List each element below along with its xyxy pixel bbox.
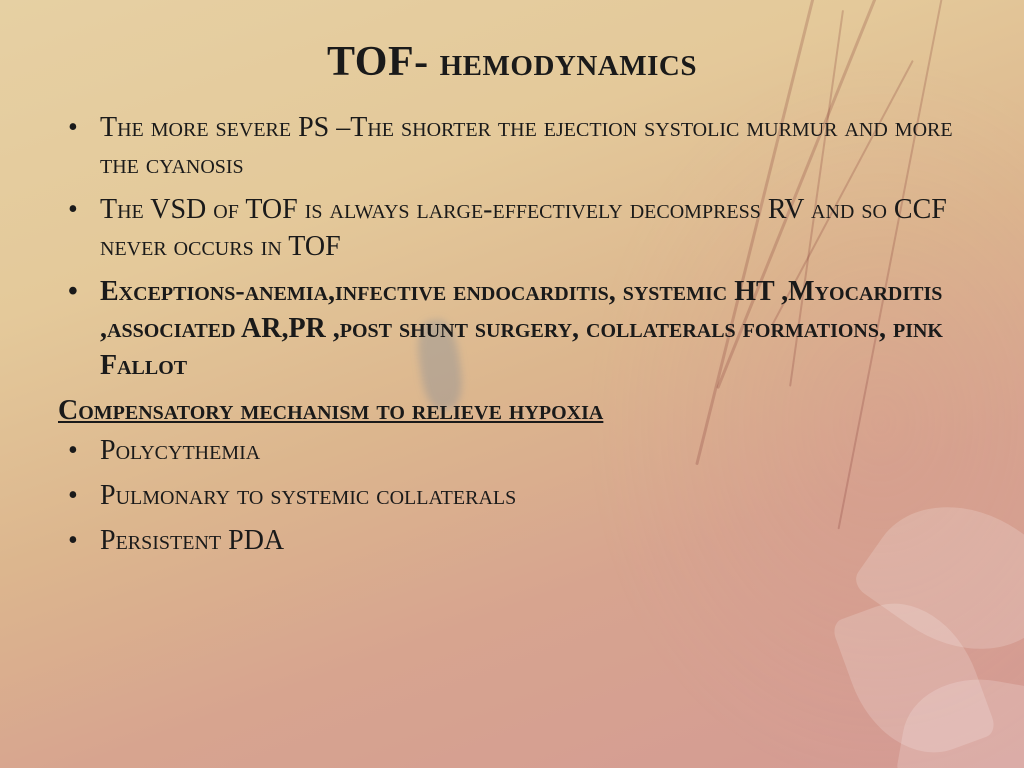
bullet-item: The more severe PS –The shorter the ejec… — [92, 110, 966, 184]
bullet-item: Exceptions-anemia,infective endocarditis… — [92, 274, 966, 385]
bullet-text: Persistent PDA — [100, 525, 284, 556]
bullet-text: Pulmonary to systemic collaterals — [100, 480, 516, 511]
bullet-text: The more severe PS –The shorter the ejec… — [100, 112, 953, 180]
bullet-text: Exceptions-anemia,infective endocarditis… — [100, 276, 943, 381]
bullet-list-top: The more severe PS –The shorter the ejec… — [58, 110, 966, 385]
subheading: Compensatory mechanism to relieve hypoxi… — [58, 395, 966, 427]
bullet-item: Pulmonary to systemic collaterals — [92, 478, 966, 515]
slide-container: TOF- hemodynamics The more severe PS –Th… — [0, 0, 1024, 768]
slide-title: TOF- hemodynamics — [58, 38, 966, 86]
bullet-text: The VSD of TOF is always large-effective… — [100, 194, 947, 262]
bullet-item: The VSD of TOF is always large-effective… — [92, 192, 966, 266]
bullet-list-bottom: Polycythemia Pulmonary to systemic colla… — [58, 433, 966, 560]
bullet-item: Polycythemia — [92, 433, 966, 470]
bullet-text: Polycythemia — [100, 435, 260, 466]
bullet-item: Persistent PDA — [92, 523, 966, 560]
